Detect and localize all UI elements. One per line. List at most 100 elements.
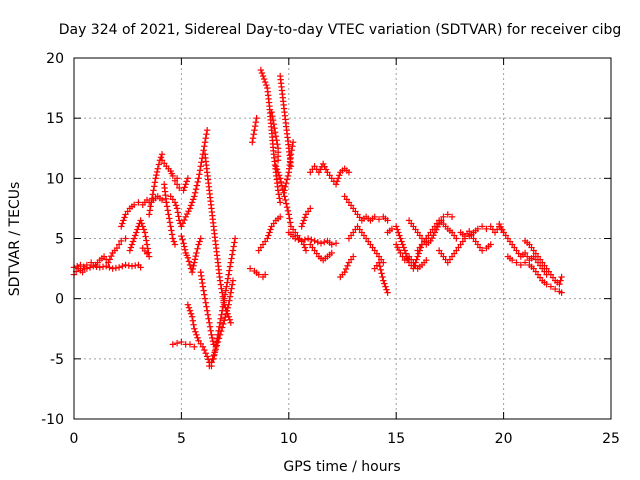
data-point bbox=[167, 223, 174, 230]
data-point bbox=[524, 253, 531, 260]
data-point bbox=[517, 261, 524, 269]
data-point bbox=[202, 299, 209, 306]
data-point bbox=[315, 169, 323, 176]
data-point bbox=[295, 236, 302, 243]
data-point bbox=[220, 320, 227, 328]
data-point bbox=[257, 66, 265, 74]
data-point bbox=[201, 291, 208, 298]
data-point bbox=[120, 217, 127, 224]
data-point bbox=[287, 219, 294, 226]
data-point bbox=[168, 227, 175, 234]
data-point bbox=[113, 244, 121, 252]
x-tick-label: 25 bbox=[602, 431, 620, 447]
data-point bbox=[192, 185, 200, 193]
data-point bbox=[192, 252, 199, 260]
data-point bbox=[185, 304, 193, 311]
data-point bbox=[119, 220, 126, 227]
data-point bbox=[382, 283, 389, 290]
data-point bbox=[179, 220, 187, 227]
data-point bbox=[314, 238, 321, 246]
data-point bbox=[345, 169, 353, 176]
data-point bbox=[207, 327, 214, 334]
data-point bbox=[375, 259, 383, 266]
data-point bbox=[137, 217, 144, 224]
y-tick-label: -10 bbox=[41, 412, 64, 428]
data-point bbox=[173, 181, 181, 188]
data-point bbox=[274, 187, 282, 194]
data-point bbox=[216, 331, 224, 338]
data-point bbox=[275, 191, 282, 198]
data-point bbox=[199, 343, 207, 350]
data-point bbox=[298, 237, 305, 245]
data-point bbox=[152, 175, 159, 182]
data-point bbox=[229, 251, 236, 258]
data-point bbox=[158, 151, 166, 158]
data-point bbox=[191, 193, 198, 200]
y-tick-label: 15 bbox=[46, 111, 64, 127]
data-point bbox=[223, 283, 230, 290]
data-point bbox=[342, 265, 350, 273]
data-point bbox=[384, 217, 391, 224]
data-point bbox=[191, 256, 199, 263]
data-point bbox=[423, 256, 430, 264]
data-point bbox=[289, 139, 297, 146]
data-point bbox=[227, 259, 235, 266]
data-point bbox=[229, 281, 236, 288]
data-point bbox=[213, 342, 221, 349]
data-point bbox=[153, 171, 160, 179]
data-point bbox=[328, 249, 335, 257]
data-point bbox=[400, 244, 407, 251]
data-point bbox=[134, 226, 141, 233]
data-point bbox=[203, 131, 210, 138]
data-point bbox=[180, 187, 187, 194]
data-point bbox=[203, 353, 211, 360]
data-point bbox=[184, 301, 192, 308]
x-tick-label: 15 bbox=[387, 431, 405, 447]
data-point bbox=[142, 233, 149, 240]
data-point bbox=[145, 211, 153, 218]
data-point bbox=[203, 307, 211, 314]
data-point bbox=[379, 273, 386, 281]
data-point bbox=[115, 241, 123, 248]
data-point bbox=[190, 196, 197, 203]
data-point bbox=[399, 241, 406, 248]
data-point bbox=[148, 195, 156, 202]
data-point bbox=[468, 231, 475, 239]
data-point bbox=[141, 229, 149, 236]
data-point bbox=[202, 135, 209, 142]
data-point bbox=[143, 241, 151, 248]
data-point bbox=[328, 241, 335, 248]
data-point bbox=[168, 231, 176, 238]
data-point bbox=[150, 187, 157, 194]
data-point bbox=[74, 262, 81, 270]
data-point bbox=[203, 127, 211, 134]
data-point bbox=[119, 262, 126, 270]
data-point bbox=[399, 253, 406, 260]
data-point bbox=[393, 241, 400, 248]
data-point bbox=[132, 232, 139, 239]
data-point bbox=[178, 232, 185, 240]
plot-frame bbox=[73, 57, 612, 420]
data-point bbox=[121, 214, 128, 221]
data-point bbox=[265, 232, 272, 239]
data-point bbox=[109, 265, 116, 272]
data-point bbox=[133, 229, 140, 236]
data-point bbox=[208, 359, 215, 366]
data-point bbox=[558, 273, 565, 281]
data-point bbox=[191, 259, 198, 266]
data-point bbox=[255, 271, 262, 278]
data-point bbox=[521, 249, 529, 257]
data-point bbox=[183, 178, 190, 185]
data-point bbox=[395, 229, 402, 236]
data-point bbox=[203, 303, 210, 310]
data-point bbox=[99, 263, 107, 270]
data-point bbox=[181, 243, 188, 250]
data-point bbox=[283, 176, 291, 183]
y-tick-label: 20 bbox=[46, 51, 64, 67]
data-point bbox=[195, 241, 202, 248]
data-point bbox=[395, 246, 403, 254]
data-point bbox=[263, 81, 270, 89]
data-point bbox=[182, 181, 189, 188]
data-point bbox=[301, 214, 309, 221]
data-point bbox=[115, 264, 123, 271]
